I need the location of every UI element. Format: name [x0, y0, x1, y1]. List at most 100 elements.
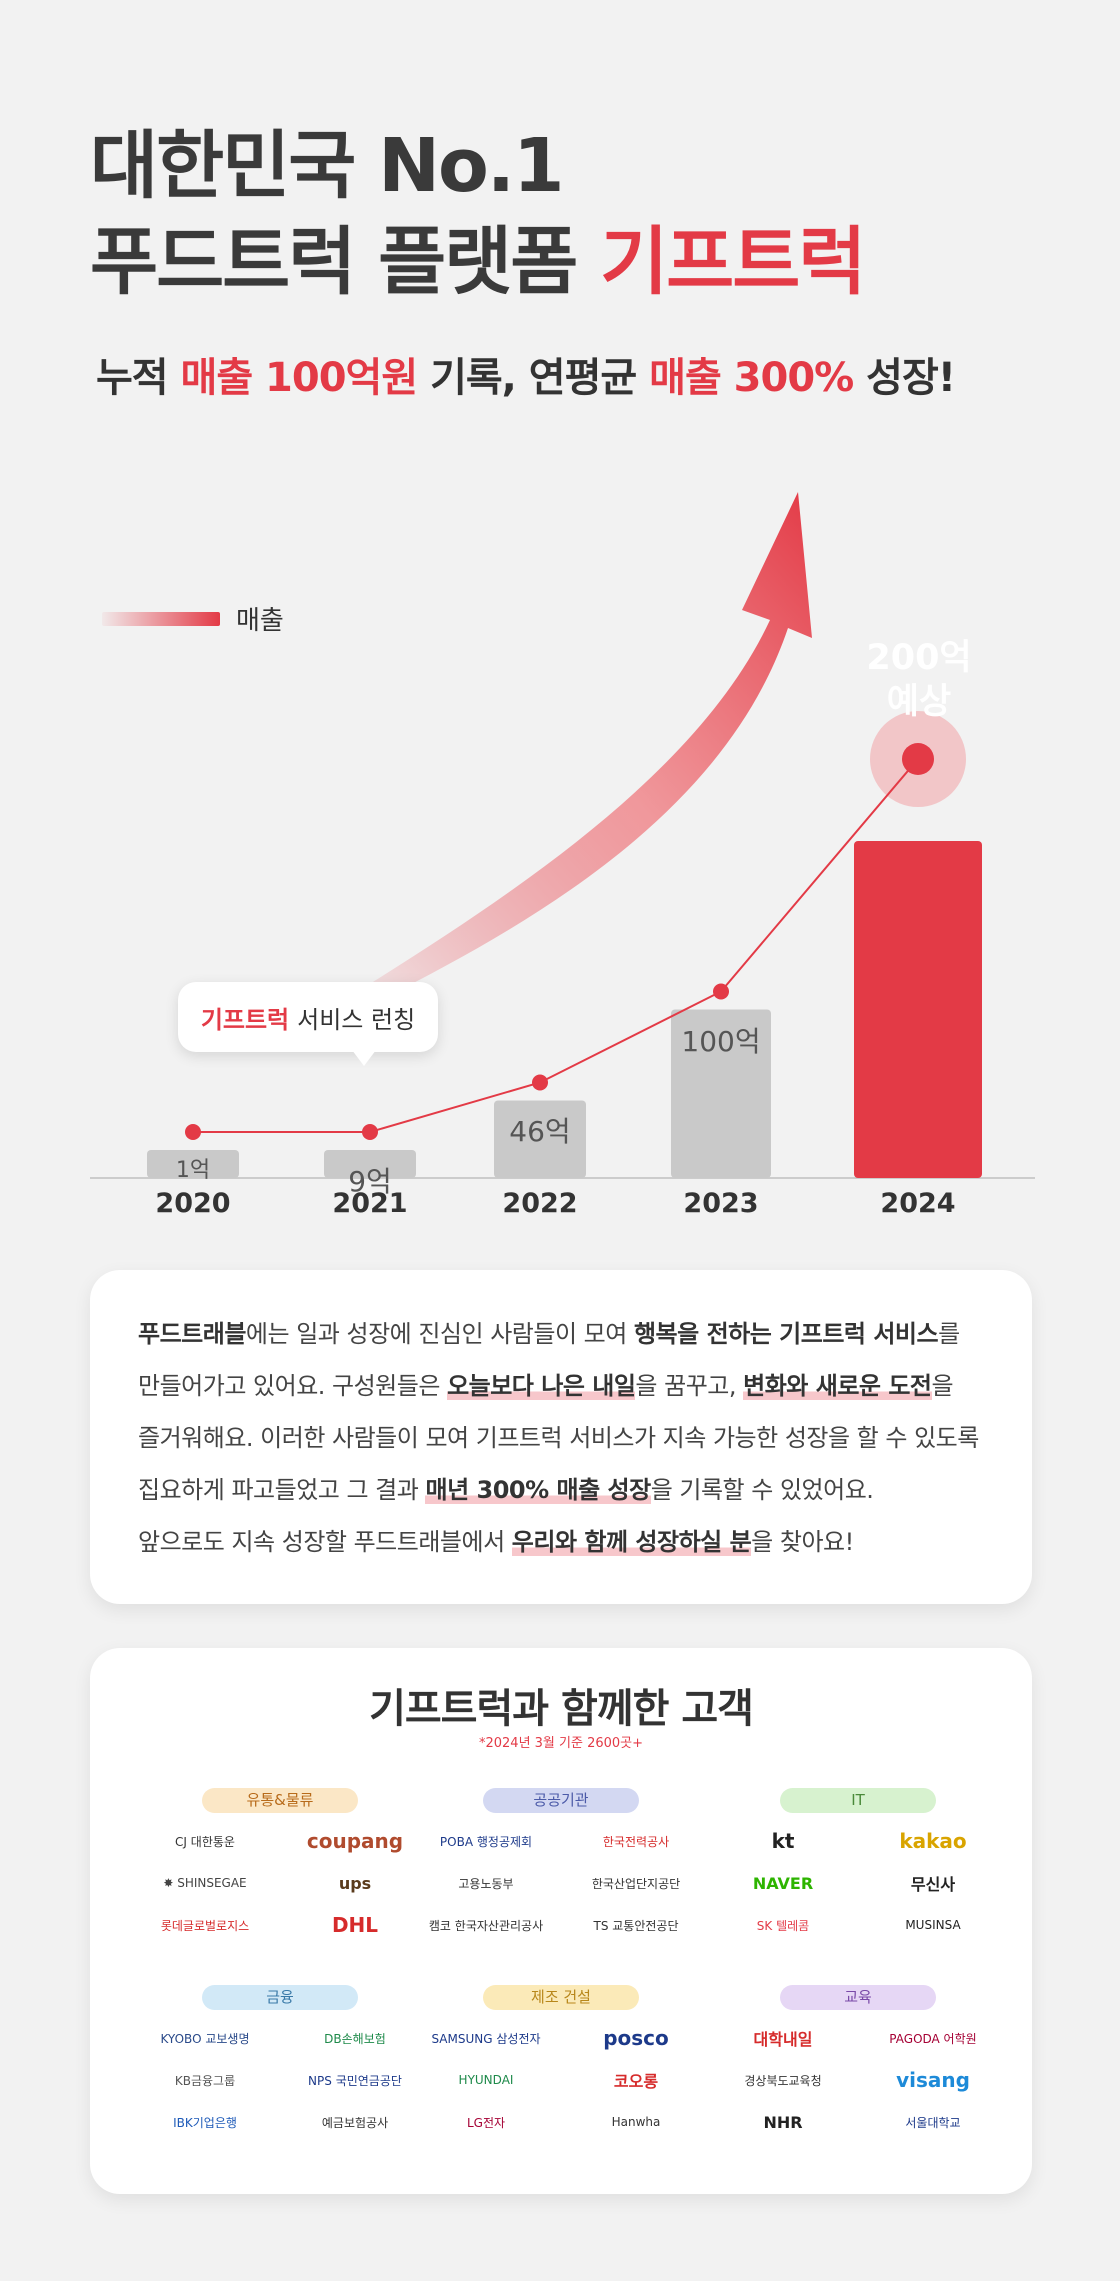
subtitle-part-3: 성장!: [853, 355, 956, 401]
story-line-5: 앞으로도 지속 성장할 푸드트래블에서 우리와 함께 성장하실 분을 찾아요!: [138, 1516, 984, 1568]
logo-grid: kt kakao NAVER 무신사 SK 텔레콤 MUSINSA: [708, 1825, 1008, 1941]
annotation-tail: [352, 1050, 376, 1066]
logo-grid: KYOBO 교보생명 DB손해보험 KB금융그룹 NPS 국민연금공단 IBK기업은행 예…: [130, 2022, 430, 2138]
client-logo: PAGODA 어학원: [889, 2031, 977, 2046]
client-logo: KB금융그룹: [174, 2073, 236, 2088]
category-pill: 유통&물류: [202, 1788, 358, 1813]
bar-2021: [324, 1150, 416, 1178]
client-logo: 무신사: [910, 1875, 956, 1894]
forecast-label-line-1: 200억: [866, 638, 972, 678]
category-pill: 공공기관: [483, 1788, 639, 1813]
trend-point-2021: [362, 1124, 378, 1140]
subtitle-highlight-1: 매출 100억원: [180, 355, 419, 401]
hero-title: 대한민국 No.1 푸드트럭 플랫폼 기프트럭: [90, 118, 866, 310]
story-segment: 을: [931, 1372, 954, 1400]
story-segment: 우리와 함께 성장하실 분: [511, 1528, 752, 1556]
logo-grid: CJ 대한통운 coupang ✸ SHINSEGAE ups 롯데글로벌로지스 DHL: [130, 1825, 430, 1941]
client-category: 유통&물류 CJ 대한통운 coupang ✸ SHINSEGAE ups 롯데글로벌로지…: [130, 1788, 430, 1941]
subtitle: 누적 매출 100억원 기록, 연평균 매출 300% 성장!: [96, 345, 956, 403]
story-segment: 집요하게 파고들었고 그 결과: [138, 1476, 426, 1504]
client-logo: NAVER: [752, 1873, 814, 1893]
client-logo: ups: [338, 1873, 372, 1893]
trend-line: [193, 758, 919, 1133]
logo-grid: 대학내일 PAGODA 어학원 경상북도교육청 visang NHR 서울대학교: [708, 2022, 1008, 2138]
bar-value-label-2022: 46억: [509, 1115, 571, 1149]
client-logo: IBK기업은행: [173, 2115, 237, 2130]
client-category: 공공기관 POBA 행정공제회 한국전력공사 고용노동부 한국산업단지공단 캠코 한국자산…: [411, 1788, 711, 1941]
client-logo: DB손해보험: [324, 2031, 386, 2046]
launch-annotation: 기프트럭 서비스 런칭: [178, 982, 438, 1052]
client-logo: TS 교통안전공단: [593, 1918, 679, 1933]
x-tick-2022: 2022: [502, 1188, 578, 1219]
clients-note: *2024년 3월 기준 2600곳+: [478, 1736, 644, 1751]
story-segment: 즐거워해요. 이러한 사람들이 모여 기프트럭 서비스가 지속 가능한 성장을 …: [138, 1424, 979, 1452]
category-pill: 제조 건설: [483, 1985, 639, 2010]
client-logo: KYOBO 교보생명: [160, 2031, 250, 2046]
logo-grid: POBA 행정공제회 한국전력공사 고용노동부 한국산업단지공단 캠코 한국자산관리공사…: [411, 1825, 711, 1941]
story-segment: 매년 300% 매출 성장: [425, 1476, 651, 1504]
story-segment: 변화와 새로운 도전: [743, 1372, 932, 1400]
client-logo: MUSINSA: [905, 1918, 961, 1932]
growth-arrow: [360, 492, 812, 1000]
annotation-brand: 기프트럭: [200, 1005, 290, 1034]
sales-chart: [90, 492, 1035, 1179]
client-logo: 예금보험공사: [321, 2115, 389, 2130]
trend-point-2020: [185, 1124, 201, 1140]
client-logo: SAMSUNG 삼성전자: [431, 2031, 541, 2046]
client-category: 교육 대학내일 PAGODA 어학원 경상북도교육청 visang NHR 서울대학교: [708, 1985, 1008, 2138]
client-category: IT kt kakao NAVER 무신사 SK 텔레콤 MUSINSA: [708, 1788, 1008, 1941]
story-segment: 을 꿈꾸고,: [635, 1372, 744, 1400]
client-logo: kakao: [899, 1829, 967, 1853]
client-category: 금융 KYOBO 교보생명 DB손해보험 KB금융그룹 NPS 국민연금공단 IBK기업은…: [130, 1985, 430, 2138]
trend-point-2023: [713, 983, 729, 1000]
hero-line-2: 푸드트럭 플랫폼 기프트럭: [90, 214, 866, 310]
annotation-text: 서비스 런칭: [297, 1005, 416, 1034]
bar-value-label-2023: 100억: [681, 1024, 761, 1058]
client-logo: HYUNDAI: [458, 2073, 514, 2087]
story-line-4: 집요하게 파고들었고 그 결과 매년 300% 매출 성장을 기록할 수 있었어…: [138, 1464, 984, 1516]
bar-2022: [494, 1100, 586, 1178]
x-tick-2021: 2021: [332, 1188, 408, 1219]
client-logo: 대학내일: [753, 2030, 813, 2049]
bar-2020: [147, 1150, 239, 1178]
client-logo: 경상북도교육청: [744, 2073, 822, 2088]
bar-value-label-2021: 9억: [348, 1165, 392, 1198]
story-segment: 에는 일과 성장에 진심인 사람들이 모여: [245, 1320, 634, 1348]
forecast-label: 200억 예상: [855, 636, 983, 724]
story-segment: 행복을 전하는 기프트럭 서비스: [633, 1320, 939, 1348]
client-logo: 서울대학교: [905, 2115, 961, 2130]
story-segment: 앞으로도 지속 성장할 푸드트래블에서: [138, 1528, 512, 1556]
client-logo: kt: [771, 1829, 795, 1853]
x-tick-2024: 2024: [880, 1188, 956, 1219]
bar-value-label-2020: 1억: [175, 1158, 211, 1183]
story-segment: 만들어가고 있어요. 구성원들은: [138, 1372, 448, 1400]
category-pill: 금융: [202, 1985, 358, 2010]
logo-grid: SAMSUNG 삼성전자 posco HYUNDAI 코오롱 LG전자 Hanwha: [411, 2022, 711, 2138]
client-logo: 캠코 한국자산관리공사: [428, 1918, 544, 1933]
legend-label: 매출: [236, 606, 284, 636]
story-segment: 푸드트래블: [138, 1320, 246, 1348]
client-logo: NPS 국민연금공단: [308, 2073, 402, 2088]
legend-swatch: [102, 611, 220, 626]
hero-line-2-prefix: 푸드트럭 플랫폼: [90, 219, 601, 305]
client-logo: visang: [896, 2068, 970, 2092]
client-logo: DHL: [331, 1913, 379, 1937]
trend-point-2022: [532, 1074, 548, 1091]
forecast-label-line-2: 예상: [886, 682, 952, 722]
story-segment: 을 기록할 수 있었어요.: [650, 1476, 874, 1504]
client-logo: CJ 대한통운: [175, 1834, 235, 1849]
hero-brand-accent: 기프트럭: [600, 219, 866, 305]
category-pill: 교육: [780, 1985, 936, 2010]
bar-2023: [671, 1009, 771, 1178]
clients-title: 기프트럭과 함께한 고객: [369, 1686, 754, 1732]
client-category: 제조 건설 SAMSUNG 삼성전자 posco HYUNDAI 코오롱 LG전자 Hanw…: [411, 1985, 711, 2138]
x-tick-2020: 2020: [155, 1188, 231, 1219]
subtitle-highlight-2: 매출 300%: [649, 355, 854, 401]
client-logo: SK 텔레콤: [756, 1918, 810, 1933]
client-logo: 한국산업단지공단: [591, 1876, 681, 1891]
story-line-1: 푸드트래블에는 일과 성장에 진심인 사람들이 모여 행복을 전하는 기프트럭 …: [138, 1308, 984, 1360]
client-logo: coupang: [306, 1829, 404, 1853]
trend-point-2024: [902, 743, 934, 775]
client-logo: ✸ SHINSEGAE: [163, 1876, 247, 1890]
client-logo: 고용노동부: [458, 1876, 514, 1891]
